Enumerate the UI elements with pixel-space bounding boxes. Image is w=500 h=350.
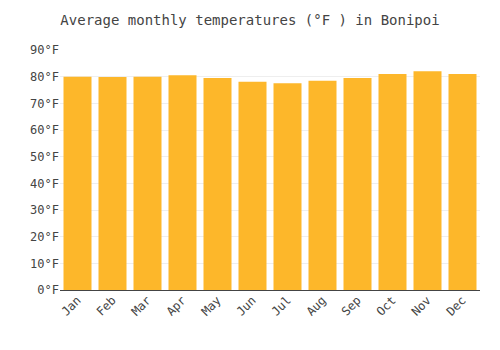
- svg-text:40°F: 40°F: [30, 177, 59, 191]
- svg-text:Mar: Mar: [129, 293, 154, 318]
- svg-text:Jun: Jun: [234, 293, 259, 318]
- svg-text:Nov: Nov: [409, 293, 434, 318]
- svg-text:0°F: 0°F: [37, 283, 59, 297]
- svg-text:Oct: Oct: [374, 293, 399, 318]
- svg-text:80°F: 80°F: [30, 70, 59, 84]
- svg-text:Sep: Sep: [339, 293, 364, 318]
- svg-text:Jan: Jan: [59, 293, 84, 318]
- svg-text:Average monthly temperatures (: Average monthly temperatures (°F ) in Bo…: [60, 12, 439, 28]
- svg-text:Dec: Dec: [444, 293, 469, 318]
- svg-text:90°F: 90°F: [30, 43, 59, 57]
- svg-text:10°F: 10°F: [30, 257, 59, 271]
- svg-text:70°F: 70°F: [30, 97, 59, 111]
- svg-text:Apr: Apr: [164, 293, 189, 318]
- svg-text:30°F: 30°F: [30, 203, 59, 217]
- svg-text:Aug: Aug: [304, 293, 329, 318]
- svg-text:60°F: 60°F: [30, 123, 59, 137]
- svg-text:50°F: 50°F: [30, 150, 59, 164]
- svg-text:20°F: 20°F: [30, 230, 59, 244]
- svg-text:May: May: [199, 293, 224, 318]
- svg-text:Jul: Jul: [269, 293, 294, 318]
- svg-text:Feb: Feb: [94, 293, 119, 318]
